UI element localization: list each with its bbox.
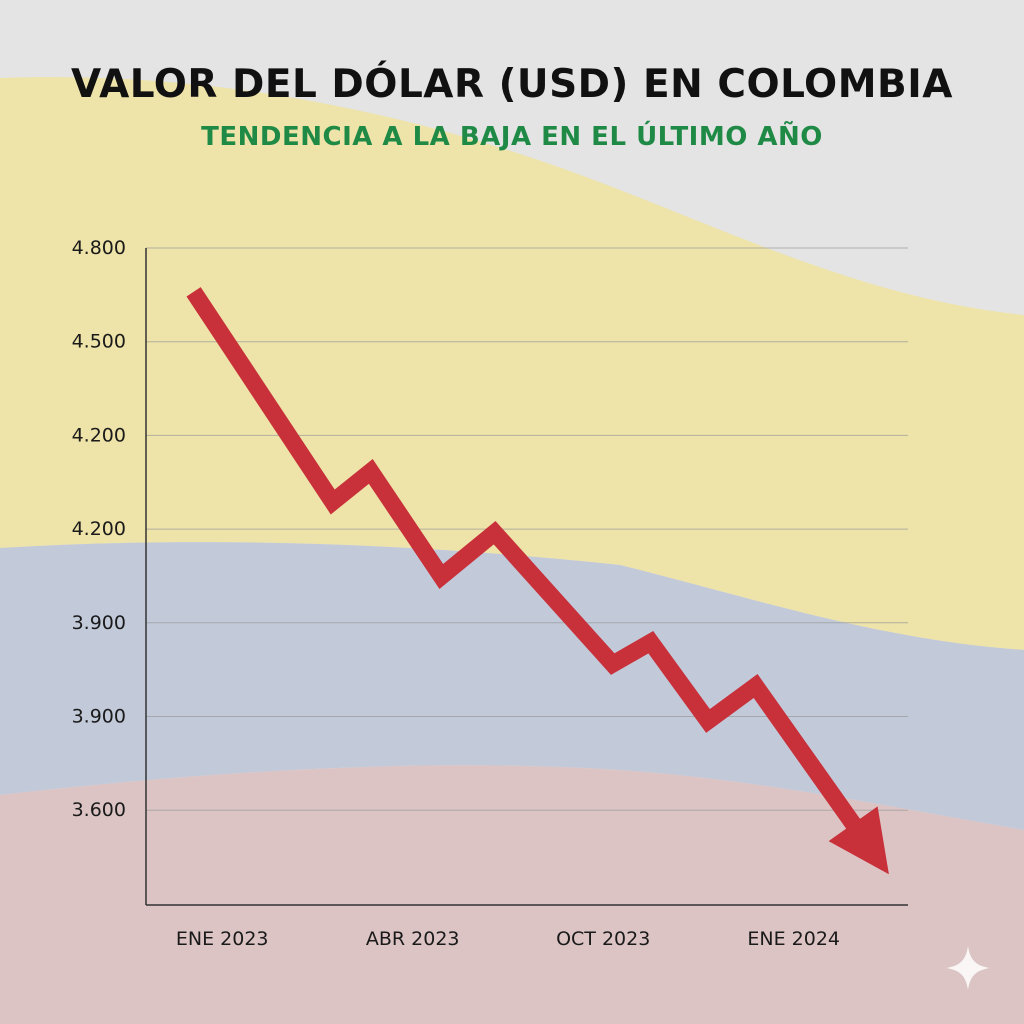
x-tick-label: ENE 2024: [747, 928, 840, 950]
flag-blue-band: [0, 542, 1024, 830]
y-tick-label: 3.900: [72, 706, 126, 728]
y-tick-label: 4.800: [72, 237, 126, 259]
y-tick-label: 4.200: [72, 518, 126, 540]
y-tick-label: 3.600: [72, 799, 126, 821]
y-tick-label: 4.200: [72, 424, 126, 446]
x-tick-label: ABR 2023: [366, 928, 460, 950]
series-line: [186, 287, 863, 832]
arrowhead: [828, 806, 889, 875]
x-tick-label: ENE 2023: [176, 928, 269, 950]
y-tick-label: 3.900: [72, 612, 126, 634]
flag-yellow-band: [0, 77, 1024, 650]
flag-red-band: [0, 765, 1024, 1024]
x-tick-label: OCT 2023: [556, 928, 650, 950]
chart-subtitle: TENDENCIA A LA BAJA EN EL ÚLTIMO AÑO: [201, 122, 823, 152]
chart-title: VALOR DEL DÓLAR (USD) EN COLOMBIA: [71, 62, 953, 107]
y-tick-label: 4.500: [72, 331, 126, 353]
sparkle-icon: [946, 946, 990, 990]
